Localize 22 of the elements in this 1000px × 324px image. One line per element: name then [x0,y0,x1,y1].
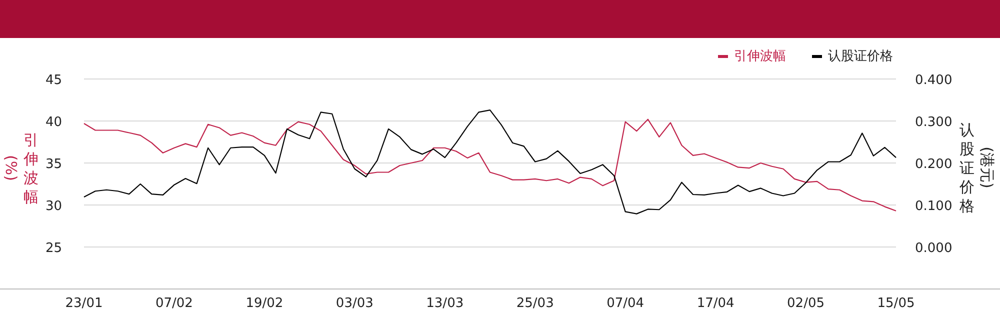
y-tick-label: 40 [45,115,62,130]
legend-label: 认股证价格 [828,49,893,64]
x-tick-label: 25/03 [516,296,554,311]
x-tick-label: 03/03 [336,296,374,311]
y2-tick-label: 0.200 [915,157,952,172]
y-tick-label: 25 [45,241,62,256]
y2-tick-label: 0.100 [915,199,952,214]
x-tick-label: 19/02 [246,296,284,311]
y2-tick-label: 0.400 [915,73,952,88]
y-tick-label: 45 [45,73,62,88]
y2-tick-label: 0.000 [915,241,952,256]
x-tick-label: 02/05 [787,296,825,311]
x-tick-label: 07/04 [606,296,644,311]
legend-label: 引伸波幅 [734,49,786,64]
x-tick-label: 13/03 [426,296,464,311]
x-tick-label: 17/04 [696,296,734,311]
y2-tick-label: 0.300 [915,115,952,130]
x-tick-label: 23/01 [65,296,103,311]
x-tick-label: 15/05 [877,296,915,311]
x-tick-label: 07/02 [155,296,193,311]
y-tick-label: 30 [45,199,62,214]
y-tick-label: 35 [45,157,62,172]
